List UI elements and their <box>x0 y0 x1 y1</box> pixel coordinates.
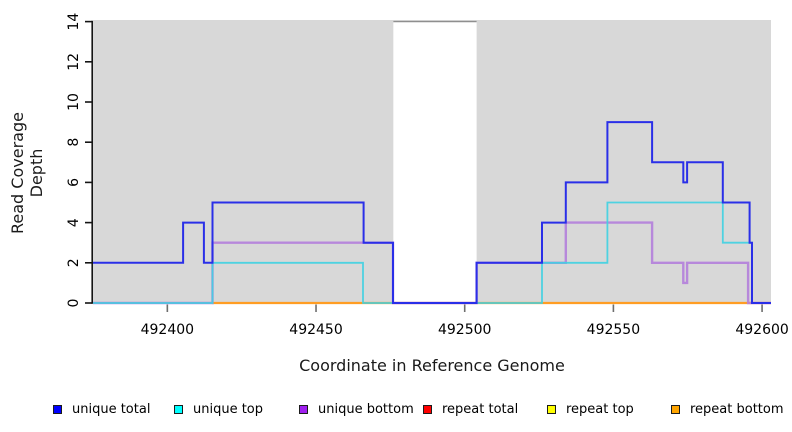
y-tick-label: 14 <box>66 13 82 31</box>
y-tick-label: 2 <box>66 258 82 267</box>
legend-label: repeat total <box>442 401 519 417</box>
legend: unique total unique top unique bottom repea… <box>0 398 792 420</box>
x-axis-title: Coordinate in Reference Genome <box>299 356 565 375</box>
legend-swatch-repeat-total <box>423 404 432 414</box>
x-tick-label: 492400 <box>141 322 194 338</box>
legend-label: repeat top <box>566 401 634 417</box>
x-tick-label: 492550 <box>587 322 640 338</box>
series-lines <box>93 121 771 305</box>
legend-item-repeat-bottom: repeat bottom <box>671 398 784 420</box>
legend-swatch-unique-bottom <box>299 404 308 414</box>
legend-label: unique total <box>72 401 151 417</box>
y-tick-label: 12 <box>66 53 82 71</box>
x-tick-label: 492500 <box>438 322 491 338</box>
legend-item-unique-top: unique top <box>174 398 263 420</box>
legend-swatch-unique-top <box>174 404 183 414</box>
legend-item-repeat-top: repeat top <box>547 398 634 420</box>
y-tick-label: 10 <box>66 93 82 111</box>
legend-item-unique-total: unique total <box>53 398 150 420</box>
x-tick-label: 492450 <box>289 322 342 338</box>
legend-swatch-repeat-bottom <box>671 404 680 414</box>
y-axis-title: Read Coverage Depth <box>8 112 46 234</box>
legend-swatch-repeat-top <box>547 404 556 414</box>
y-tick-label: 8 <box>66 138 82 147</box>
axes: 0 2 4 6 8 10 12 14 492400 492450 492500 492550 49260… <box>66 13 789 338</box>
legend-swatch-unique-total <box>53 404 62 414</box>
legend-item-unique-bottom: unique bottom <box>299 398 414 420</box>
legend-label: unique top <box>193 401 264 417</box>
y-tick-label: 4 <box>66 218 82 227</box>
legend-item-repeat-total: repeat total <box>423 398 518 420</box>
plot-canvas: 0 2 4 6 8 10 12 14 492400 492450 492500 492550 49260… <box>66 13 789 338</box>
series-unique-total <box>93 121 771 304</box>
legend-label: repeat bottom <box>690 401 784 417</box>
y-tick-label: 6 <box>66 178 82 187</box>
series-unique-top <box>93 201 771 304</box>
y-tick-label: 0 <box>66 299 82 308</box>
x-tick-label: 492600 <box>735 322 788 338</box>
legend-label: unique bottom <box>318 401 414 417</box>
gap-region-rect <box>393 21 477 303</box>
